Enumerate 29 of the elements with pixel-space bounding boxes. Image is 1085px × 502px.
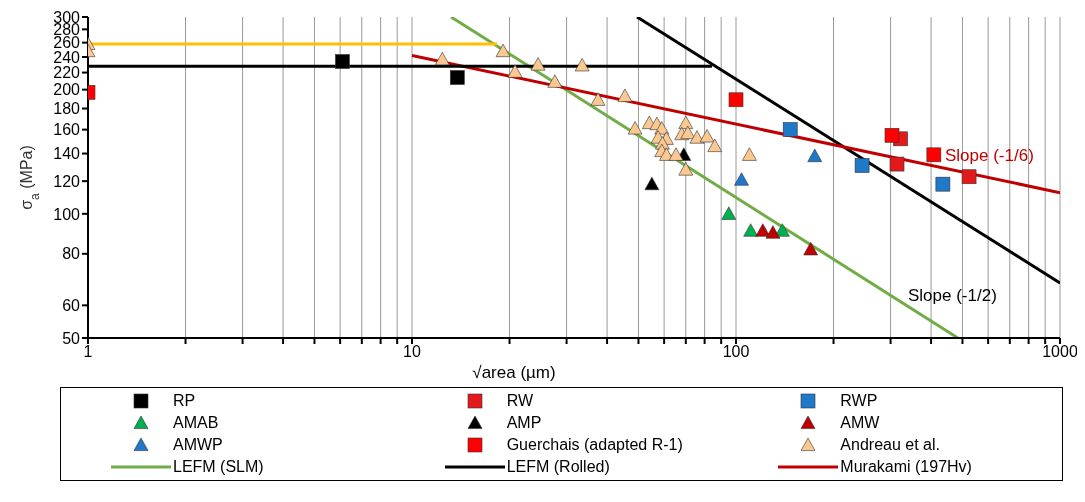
x-tick-label: 10	[403, 343, 421, 361]
x-tick-label: 1	[83, 343, 93, 361]
y-tick-label: 50	[62, 329, 81, 347]
legend-label: RWP	[840, 392, 878, 410]
y-tick-label: 60	[62, 297, 81, 315]
y-tick-label: 100	[53, 205, 81, 223]
annotation: Slope (-1/6)	[945, 146, 1034, 166]
y-tick-label: 120	[53, 172, 81, 190]
x-axis-title: √area (µm)	[472, 363, 556, 382]
legend-label: LEFM (SLM)	[173, 458, 264, 476]
legend-label: Murakami (197Hv)	[840, 458, 972, 476]
legend-label: RP	[173, 392, 196, 410]
legend-label: AMW	[840, 414, 880, 432]
x-tick-label: 1000	[1042, 343, 1078, 361]
annotation: Slope (-1/2)	[908, 286, 997, 306]
legend-label: AMAB	[173, 414, 219, 432]
y-tick-label: 80	[62, 245, 81, 263]
legend-label: LEFM (Rolled)	[506, 458, 610, 476]
y-tick-label: 180	[53, 100, 81, 118]
y-tick-label: 220	[53, 64, 81, 82]
y-tick-label: 160	[53, 121, 81, 139]
y-tick-label: 140	[53, 145, 81, 163]
x-tick-label: 100	[722, 343, 750, 361]
legend-label: Guerchais (adapted R-1)	[506, 436, 683, 454]
y-tick-label: 200	[53, 81, 81, 99]
legend-label: Andreau et al.	[840, 436, 940, 454]
legend-label: RW	[506, 392, 534, 410]
legend-label: AMWP	[173, 436, 223, 454]
legend-label: AMP	[506, 414, 542, 432]
